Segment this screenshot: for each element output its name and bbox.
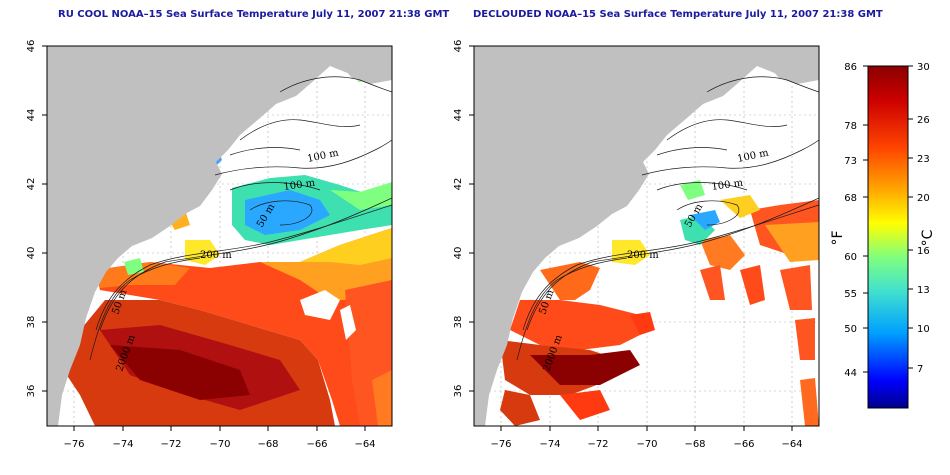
colorbar-celsius-labels: 30 26 23 20 16 13 10 7 [917,62,930,375]
colorbar-c-tick: 30 [917,62,930,73]
left-y-tick: 40 [26,247,37,260]
colorbar-c-tick: 23 [917,154,930,165]
colorbar-fahrenheit-unit: °F [830,230,846,245]
colorbar: 86 78 73 68 60 55 50 44 30 26 23 20 16 1… [830,62,936,409]
right-contour-label-200m: 200 m [627,250,659,261]
colorbar-f-tick: 55 [844,289,857,300]
colorbar-c-tick: 13 [917,285,930,296]
left-x-tick: −68 [257,439,278,450]
colorbar-f-tick: 68 [844,193,857,204]
colorbar-c-tick: 26 [917,115,930,126]
left-tick-marks [42,45,366,431]
colorbar-f-tick: 73 [844,156,857,167]
colorbar-f-tick: 86 [844,62,857,73]
right-y-tick: 42 [453,178,464,191]
right-y-tick-labels: 36 38 40 42 44 46 [453,40,464,398]
left-x-tick: −64 [354,439,375,450]
left-x-tick: −76 [63,439,84,450]
colorbar-f-tick: 50 [844,324,857,335]
right-x-tick: −64 [781,439,802,450]
left-y-tick: 46 [26,40,37,53]
right-land [474,46,819,426]
right-contour-label-100m-south: 100 m [711,178,744,193]
right-map-panel: 100 m 100 m 50 m 200 m 50 m 2000 m −76 −… [453,40,820,450]
left-map-panel: 100 m 100 m 50 m 200 m 50 m 2000 m −76 −… [26,40,393,450]
right-y-tick: 46 [453,40,464,53]
right-y-tick: 44 [453,109,464,122]
colorbar-gradient [867,65,909,409]
colorbar-fahrenheit-labels: 86 78 73 68 60 55 50 44 [844,62,857,379]
right-x-tick: −76 [490,439,511,450]
colorbar-ticks [863,65,913,373]
right-bathymetry-contours [516,76,819,361]
right-x-tick: −66 [733,439,754,450]
right-x-tick: −72 [587,439,608,450]
colorbar-celsius-unit: °C [920,229,936,246]
left-land [47,46,392,426]
left-contour-label-200m: 200 m [200,250,232,261]
right-map-title: DECLOUDED NOAA–15 Sea Surface Temperatur… [473,9,883,20]
left-y-tick: 36 [26,385,37,398]
colorbar-c-tick: 10 [917,324,930,335]
left-map-title: RU COOL NOAA–15 Sea Surface Temperature … [58,9,450,20]
right-x-tick: −68 [684,439,705,450]
left-y-tick: 38 [26,316,37,329]
left-x-tick: −74 [112,439,133,450]
right-tick-marks [469,45,793,431]
left-x-tick: −72 [160,439,181,450]
right-x-tick-labels: −76 −74 −72 −70 −68 −66 −64 [490,439,802,450]
right-y-tick: 36 [453,385,464,398]
colorbar-c-tick: 7 [917,364,923,375]
left-bathymetry-contours [89,76,392,361]
colorbar-f-tick: 44 [844,368,857,379]
right-sst-field [500,180,819,426]
colorbar-f-tick: 60 [844,252,857,263]
left-y-tick: 44 [26,109,37,122]
right-x-tick: −74 [539,439,560,450]
left-x-tick-labels: −76 −74 −72 −70 −68 −66 −64 [63,439,375,450]
colorbar-f-tick: 78 [844,121,857,132]
colorbar-c-tick: 16 [917,246,930,257]
right-x-tick: −70 [636,439,657,450]
left-contour-label-100m-south: 100 m [283,178,316,193]
right-y-tick: 38 [453,316,464,329]
left-x-tick: −66 [306,439,327,450]
left-y-tick-labels: 36 38 40 42 44 46 [26,40,37,398]
colorbar-c-tick: 20 [917,193,930,204]
left-y-tick: 42 [26,178,37,191]
right-y-tick: 40 [453,247,464,260]
left-x-tick: −70 [209,439,230,450]
